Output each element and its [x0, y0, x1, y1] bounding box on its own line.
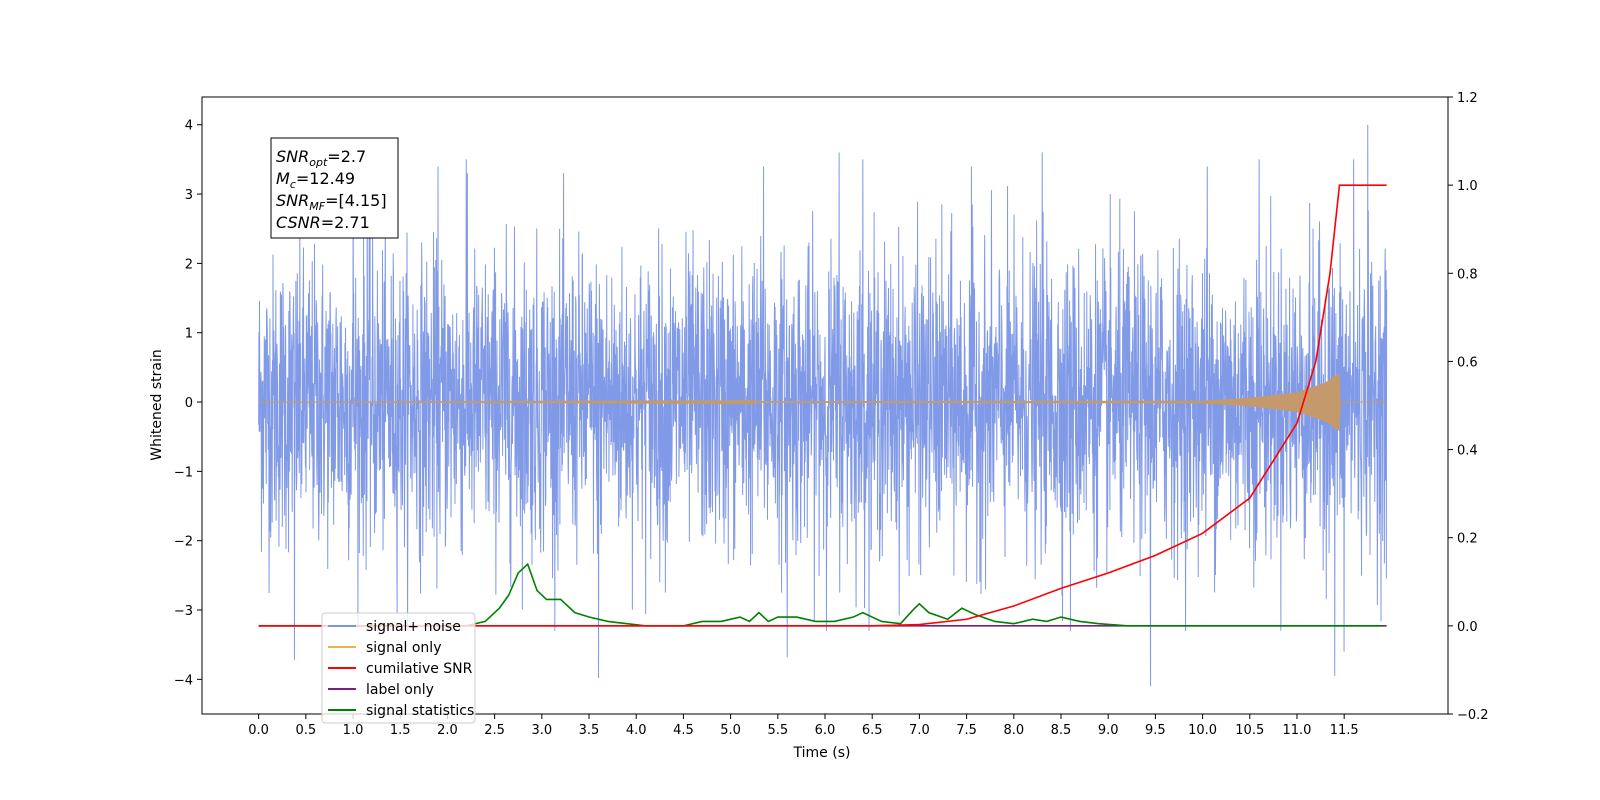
- legend-label: signal+ noise: [366, 619, 461, 635]
- x-tick-label: 2.5: [484, 723, 505, 738]
- y-tick-label: −3: [174, 604, 193, 619]
- x-tick-label: 8.5: [1051, 723, 1072, 738]
- x-tick-label: 0.5: [295, 723, 316, 738]
- y-tick-label: 1: [185, 327, 193, 342]
- y-tick-label: 3: [185, 188, 193, 203]
- legend: signal+ noise signal only cumilative SNR la…: [321, 612, 476, 724]
- y-tick-label: 2: [185, 257, 193, 272]
- x-tick-label: 1.5: [390, 723, 411, 738]
- y2-tick-label: 1.0: [1457, 179, 1478, 194]
- x-tick-label: 5.0: [720, 723, 741, 738]
- x-tick-label: 1.0: [343, 723, 364, 738]
- y-tick-label: 4: [185, 119, 193, 134]
- annotation-frame: [270, 137, 399, 239]
- y2-tick-label: 0.0: [1457, 620, 1478, 635]
- x-tick-label: 7.0: [909, 723, 930, 738]
- x-tick-label: 5.5: [767, 723, 788, 738]
- series-cumulative-snr: [258, 184, 1387, 627]
- y-axis-label: Whitened strain: [149, 349, 165, 460]
- x-tick-label: 4.0: [626, 723, 647, 738]
- y2-tick-label: 0.4: [1457, 444, 1478, 459]
- legend-label: signal statistics: [366, 703, 474, 719]
- x-tick-label: 3.5: [579, 723, 600, 738]
- x-tick-label: 10.5: [1235, 723, 1264, 738]
- x-tick-label: 8.0: [1003, 723, 1024, 738]
- y-tick-label: −1: [174, 465, 193, 480]
- x-tick-label: 6.5: [862, 723, 883, 738]
- x-tick-label: 11.5: [1330, 723, 1359, 738]
- signal-series-layer: [258, 373, 1387, 432]
- y2-tick-label: 1.2: [1457, 91, 1478, 106]
- y2-tick-label: −0.2: [1457, 708, 1489, 723]
- x-tick-label: 9.5: [1145, 723, 1166, 738]
- annotation-line: SNRopt=2.7: [276, 147, 366, 169]
- annotation-line: Mc=12.49: [276, 169, 355, 191]
- noise-series-layer: [258, 124, 1388, 687]
- series-signal-only: [258, 373, 1387, 432]
- y2-tick-label: 0.2: [1457, 532, 1478, 547]
- legend-label: label only: [366, 682, 434, 698]
- series-signal-noise: [258, 124, 1388, 687]
- x-tick-label: 3.0: [531, 723, 552, 738]
- x-axis: 0.0 0.5 1.0 1.5 2.0 2.5 3.0 3.5 4.0 4.5 5.0 5.5 6.0 6…: [248, 714, 1359, 738]
- y-tick-label: −4: [174, 673, 193, 688]
- annotation-line: SNRMF=[4.15]: [276, 191, 387, 213]
- x-tick-label: 11.0: [1282, 723, 1311, 738]
- x-tick-label: 6.0: [815, 723, 836, 738]
- legend-label: cumilative SNR: [366, 661, 473, 677]
- x-tick-label: 10.0: [1188, 723, 1217, 738]
- x-tick-label: 7.5: [956, 723, 977, 738]
- y-tick-label: −2: [174, 535, 193, 550]
- series-signal-statistics: [258, 562, 1382, 627]
- x-tick-label: 0.0: [248, 723, 269, 738]
- annotation-line: CSNR=2.71: [276, 213, 370, 232]
- y-axis-right: −0.2 0.0 0.2 0.4 0.6 0.8 1.0 1.2: [1448, 91, 1489, 723]
- x-tick-label: 2.0: [437, 723, 458, 738]
- y-axis-left: −4 −3 −2 −1 0 1 2 3 4: [174, 119, 202, 688]
- x-tick-label: 4.5: [673, 723, 694, 738]
- x-axis-label: Time (s): [793, 745, 851, 761]
- legend-frame: [321, 612, 476, 724]
- x-tick-label: 9.0: [1098, 723, 1119, 738]
- y-tick-label: 0: [185, 396, 193, 411]
- y2-tick-label: 0.6: [1457, 355, 1478, 370]
- legend-label: signal only: [366, 640, 441, 656]
- y2-tick-label: 0.8: [1457, 267, 1478, 282]
